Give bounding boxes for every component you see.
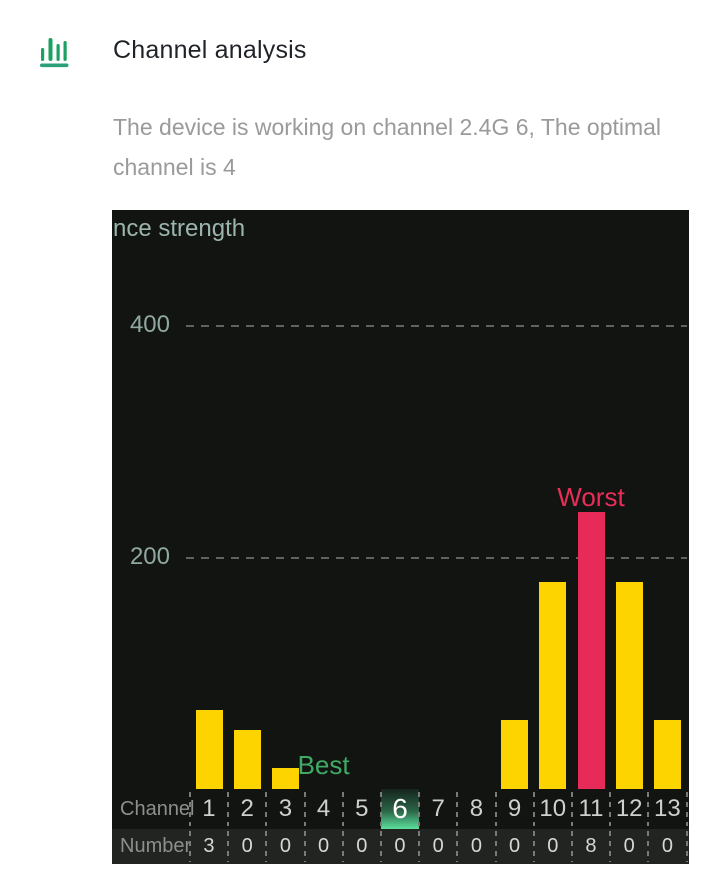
number-cell-13: 0 — [661, 835, 673, 857]
number-row: Number 3 0 0 0 0 0 0 0 0 0 8 0 0 — [112, 829, 689, 864]
section-title: Channel analysis — [113, 36, 307, 64]
channel-cell-13: 13 — [654, 795, 681, 822]
cell-separator — [609, 831, 612, 862]
channel-cell-2: 2 — [240, 795, 254, 822]
channel-row: Channel 1 2 3 4 5 6 7 8 9 10 11 12 13 — [112, 789, 689, 829]
cell-separator — [265, 831, 268, 862]
cell-separator — [532, 792, 535, 826]
number-cell-3: 0 — [279, 835, 291, 857]
cell-separator — [188, 792, 191, 826]
bar-channel-2 — [233, 729, 261, 789]
cell-separator — [265, 792, 268, 826]
cell-separator — [532, 831, 535, 862]
number-cell-6: 0 — [394, 835, 406, 857]
channel-row-label: Channel — [120, 798, 195, 820]
number-cell-8: 0 — [470, 835, 482, 857]
cell-separator — [647, 831, 650, 862]
bar-chart-icon — [40, 36, 70, 68]
channel-cell-5: 5 — [355, 795, 369, 822]
cell-separator — [188, 831, 191, 862]
cell-separator — [379, 792, 382, 826]
worst-annotation: Worst — [557, 482, 625, 512]
cell-separator — [494, 792, 497, 826]
channel-cell-12: 12 — [615, 795, 643, 822]
number-cell-11: 8 — [585, 835, 597, 857]
y-tick-label-400: 400 — [129, 311, 170, 338]
cell-separator — [647, 792, 650, 826]
y-tick-label-200: 200 — [129, 542, 170, 570]
bar-channel-11 — [577, 512, 605, 789]
cell-separator — [303, 831, 306, 862]
bar-channel-1 — [195, 710, 223, 789]
channel-cell-11: 11 — [578, 795, 604, 822]
cell-separator — [227, 831, 230, 862]
gridline-400 — [186, 325, 687, 327]
number-cell-1: 3 — [203, 835, 215, 857]
bar-channel-10 — [539, 581, 567, 789]
bar-channel-12 — [615, 581, 643, 789]
cell-separator — [303, 792, 306, 826]
cell-separator — [609, 792, 612, 826]
cell-separator — [456, 831, 459, 862]
cell-separator — [341, 792, 344, 826]
channel-cell-6: 6 — [380, 789, 420, 829]
gridline-200 — [186, 556, 687, 559]
cell-separator — [685, 792, 688, 826]
section-subtitle: The device is working on channel 2.4G 6,… — [113, 114, 662, 180]
number-cell-10: 0 — [547, 835, 559, 857]
cell-separator — [341, 831, 344, 862]
channel-cell-8: 8 — [469, 795, 484, 822]
best-annotation: Best — [297, 750, 350, 780]
cell-separator — [570, 792, 573, 826]
cell-separator — [418, 831, 421, 862]
number-cell-4: 0 — [318, 835, 330, 857]
cell-separator — [227, 792, 230, 826]
number-row-label: Number — [120, 835, 192, 857]
channel-cell-10: 10 — [539, 795, 567, 822]
number-cell-7: 0 — [432, 835, 444, 857]
bar-channel-3 — [271, 768, 299, 789]
cell-separator — [685, 831, 688, 862]
y-axis-title: nce strength — [113, 215, 246, 242]
cell-separator — [379, 831, 382, 862]
channel-cell-4: 4 — [316, 795, 331, 822]
cell-separator — [570, 831, 573, 862]
number-cell-12: 0 — [623, 835, 635, 857]
cell-separator — [418, 792, 421, 826]
channel-cell-1: 1 — [202, 795, 216, 822]
channel-cell-3: 3 — [278, 795, 293, 822]
cell-separator — [456, 792, 459, 826]
channel-cell-9: 9 — [507, 795, 522, 822]
bar-channel-9 — [501, 719, 529, 789]
number-cell-2: 0 — [241, 835, 253, 857]
number-cell-9: 0 — [509, 835, 521, 857]
number-cell-5: 0 — [356, 835, 368, 857]
channel-cell-7: 7 — [431, 795, 445, 822]
bar-channel-13 — [653, 719, 681, 789]
cell-separator — [494, 831, 497, 862]
